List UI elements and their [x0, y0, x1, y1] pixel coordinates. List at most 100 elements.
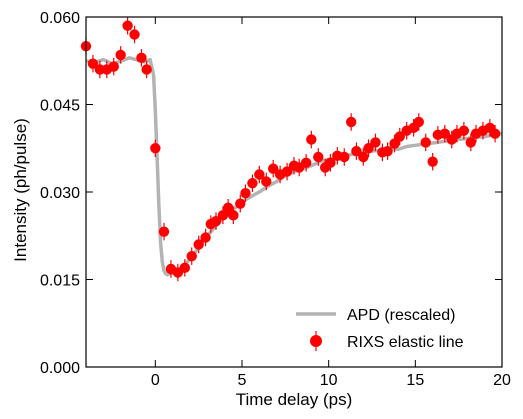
rixs-marker [240, 187, 251, 199]
rixs-marker [358, 151, 369, 163]
rixs-data-point [370, 133, 381, 152]
rixs-data-point [465, 133, 476, 152]
rixs-data-point [420, 133, 431, 152]
x-tick-label: 5 [238, 372, 247, 389]
rixs-marker [306, 134, 317, 145]
rixs-marker [382, 145, 393, 157]
rixs-data-point [268, 159, 279, 178]
rixs-data-point [240, 184, 251, 202]
rixs-marker [363, 143, 374, 154]
y-tick-label: 0.030 [40, 185, 80, 202]
rixs-marker [313, 151, 324, 163]
rixs-data-point [193, 235, 204, 254]
rixs-marker [228, 210, 239, 221]
rixs-data-point [489, 124, 501, 143]
data-layer [80, 17, 503, 282]
rixs-marker [261, 176, 272, 187]
ticks-layer: 0 5 10 15 20 0.000 0.015 0.030 0.045 0.060 [40, 10, 511, 389]
rixs-data-point [346, 113, 357, 131]
rixs-data-point [427, 152, 438, 171]
rixs-data-point [217, 206, 229, 225]
rixs-marker [254, 169, 265, 180]
rixs-data-point [394, 127, 405, 146]
rixs-data-point [458, 122, 470, 140]
rixs-data-point [439, 124, 450, 143]
rixs-data-point [351, 142, 362, 160]
rixs-data-point [325, 154, 336, 172]
rixs-marker [186, 250, 197, 262]
rixs-marker [394, 131, 405, 142]
rixs-marker [108, 61, 119, 72]
rixs-data-point [300, 154, 312, 172]
rixs-marker [87, 58, 99, 69]
rixs-marker [136, 52, 147, 64]
rixs-marker [217, 210, 229, 221]
rixs-marker [465, 137, 476, 148]
rixs-data-point [382, 142, 393, 160]
rixs-data-point [200, 228, 211, 247]
rixs-data-point [136, 49, 147, 67]
rixs-marker [268, 163, 279, 174]
rixs-data-point [261, 172, 272, 191]
rixs-marker [210, 215, 222, 227]
rixs-data-point [306, 130, 317, 149]
rixs-marker [179, 262, 190, 274]
apd-series-line [85, 56, 503, 277]
y-tick-label: 0.000 [40, 360, 80, 377]
rixs-marker [247, 178, 258, 189]
rixs-data-point [313, 148, 324, 166]
rixs-data-point [158, 222, 170, 241]
y-tick-label: 0.015 [40, 273, 80, 290]
rixs-marker [129, 29, 140, 40]
rixs-data-point [150, 139, 161, 157]
rixs-marker [489, 128, 501, 139]
x-tick-label: 0 [151, 372, 160, 389]
rixs-marker [141, 64, 152, 75]
rixs-marker [235, 198, 246, 209]
y-axis-label: Intensity (ph/pulse) [11, 118, 30, 262]
rixs-marker [158, 226, 170, 237]
rixs-marker [200, 232, 211, 243]
y-tick-label: 0.045 [40, 98, 80, 115]
rixs-marker [281, 166, 293, 177]
rixs-data-point [115, 46, 126, 64]
legend-apd-label: APD (rescaled) [347, 307, 455, 324]
rixs-marker [222, 202, 234, 213]
rixs-marker [325, 157, 336, 169]
rixs-marker [346, 116, 357, 128]
x-tick-label: 15 [406, 372, 424, 389]
rixs-data-point [129, 25, 140, 44]
rixs-marker [150, 143, 161, 154]
rixs-marker [420, 137, 431, 148]
rixs-data-point [339, 148, 350, 166]
rixs-data-point [228, 206, 239, 225]
rixs-data-point [254, 165, 265, 184]
legend-rixs-label: RIXS elastic line [347, 334, 464, 351]
rixs-marker [413, 116, 424, 128]
rixs-marker [115, 49, 126, 61]
rixs-data-point [186, 247, 197, 265]
legend-rixs-marker [310, 335, 322, 347]
rixs-marker [122, 20, 133, 31]
rixs-marker [300, 157, 312, 169]
rixs-data-point [363, 139, 374, 157]
y-tick-label: 0.060 [40, 10, 80, 27]
rixs-data-point [413, 113, 424, 131]
rixs-data-point [247, 174, 258, 192]
rixs-marker [351, 145, 362, 157]
x-tick-label: 20 [493, 372, 511, 389]
x-axis-label: Time delay (ps) [236, 390, 353, 409]
rixs-marker [458, 125, 470, 136]
rixs-data-point [358, 148, 369, 166]
rixs-data-point [179, 259, 190, 277]
rixs-marker [427, 156, 438, 167]
rixs-marker [439, 128, 450, 139]
rixs-data-point [281, 162, 293, 181]
rixs-data-point [122, 17, 133, 35]
rixs-data-point [141, 60, 152, 79]
rixs-marker [370, 137, 381, 148]
rixs-data-point [222, 199, 234, 217]
rixs-data-point [87, 54, 99, 73]
rixs-marker [339, 151, 350, 163]
